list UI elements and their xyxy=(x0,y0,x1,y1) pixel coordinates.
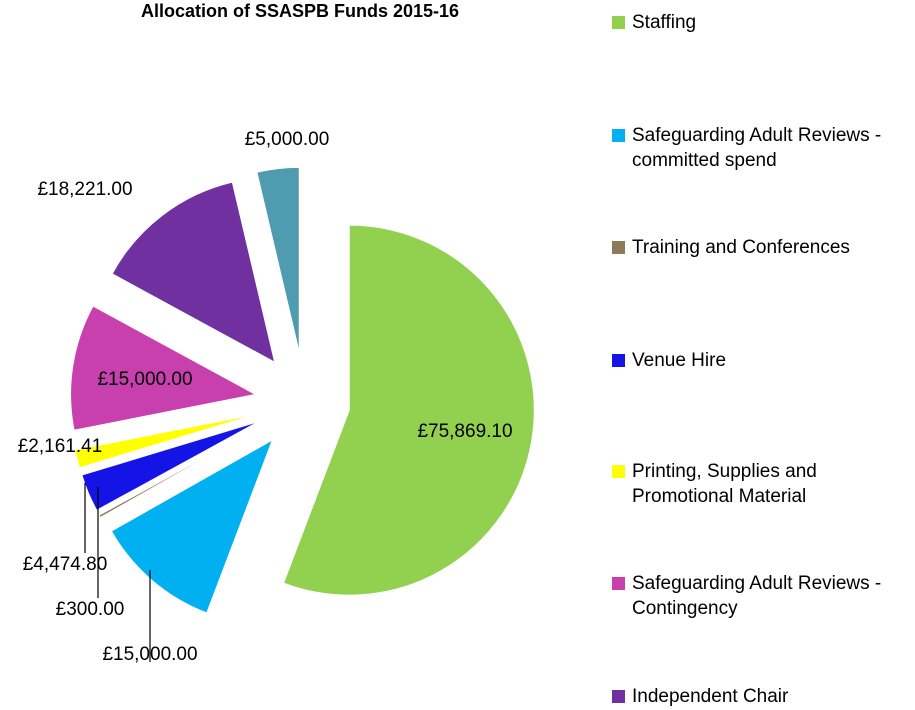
legend-label: Independent Chair xyxy=(632,686,789,707)
legend-swatch xyxy=(612,354,625,367)
legend-entry: Printing, Supplies and Promotional Mater… xyxy=(612,459,902,509)
chart-title: Allocation of SSASPB Funds 2015-16 xyxy=(141,1,459,21)
data-label: £15,000.00 xyxy=(97,369,192,390)
data-label: £75,869.10 xyxy=(417,421,512,442)
data-label: £18,221.00 xyxy=(37,179,132,200)
legend-entry: Venue Hire xyxy=(612,348,902,373)
legend-label: Safeguarding Adult Reviews - committed s… xyxy=(632,125,882,171)
legend-entry: Safeguarding Adult Reviews - Contingency xyxy=(612,571,902,621)
data-label: £15,000.00 xyxy=(102,644,197,665)
legend-entry: Training and Conferences xyxy=(612,235,902,260)
pie-slice xyxy=(98,425,262,519)
legend-entry: Safeguarding Adult Reviews - committed s… xyxy=(612,123,902,173)
legend-label: Printing, Supplies and Promotional Mater… xyxy=(632,461,817,507)
legend-swatch xyxy=(612,577,625,590)
pie-slice xyxy=(256,166,300,353)
data-label: £2,161.41 xyxy=(18,436,103,457)
pie-slice xyxy=(70,305,258,431)
legend-label: Training and Conferences xyxy=(632,237,850,258)
legend-swatch xyxy=(612,129,625,142)
legend-swatch xyxy=(612,241,625,254)
data-label: £4,474.80 xyxy=(23,554,108,575)
data-label: £5,000.00 xyxy=(245,129,330,150)
pie-slice xyxy=(81,420,260,511)
data-label: £300.00 xyxy=(56,599,125,620)
legend-swatch xyxy=(612,16,625,29)
pie-slice xyxy=(74,413,257,469)
legend-swatch xyxy=(612,690,625,703)
legend-label: Safeguarding Adult Reviews - Contingency xyxy=(632,573,882,619)
pie-slice xyxy=(110,438,274,614)
legend-entry: Independent Chair xyxy=(612,684,902,709)
legend-entry: Staffing xyxy=(612,10,902,35)
legend-label: Staffing xyxy=(632,12,697,33)
legend-label: Venue Hire xyxy=(632,350,727,371)
pie-slice xyxy=(111,181,276,364)
pie-slice xyxy=(282,224,535,596)
legend-swatch xyxy=(612,465,625,478)
